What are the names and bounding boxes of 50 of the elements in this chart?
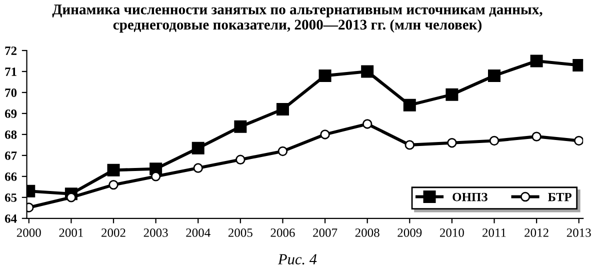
point bbox=[446, 88, 458, 101]
x-tick-label: 2009 bbox=[398, 228, 422, 237]
y-tick-label: 71 bbox=[5, 68, 16, 76]
point bbox=[447, 138, 457, 148]
point bbox=[320, 130, 330, 140]
point bbox=[530, 54, 543, 68]
chart-title: Динамика численности занятых по альтернативным источникам данных, среднегодовые показатели, 2000—2013 гг. (млн человек) bbox=[52, 4, 542, 33]
point bbox=[236, 154, 246, 164]
point bbox=[403, 98, 416, 112]
y-tick-label: 66 bbox=[4, 172, 17, 181]
point bbox=[234, 120, 247, 133]
point bbox=[276, 103, 289, 116]
y-tick-label: 72 bbox=[5, 46, 17, 55]
text: Рис. 4 bbox=[278, 254, 317, 265]
x-tick-label: 2012 bbox=[524, 228, 548, 237]
legend-label: ОНПЗ bbox=[452, 192, 488, 202]
x-tick-label: 2000 bbox=[16, 228, 41, 237]
x-tick-label: 2003 bbox=[144, 228, 168, 237]
point bbox=[150, 172, 161, 182]
legend-label: БТР bbox=[548, 192, 572, 202]
y-tick-label: 70 bbox=[5, 88, 17, 97]
point bbox=[192, 142, 204, 154]
point bbox=[66, 192, 76, 202]
x-tick-label: 2001 bbox=[59, 228, 83, 237]
point bbox=[532, 132, 542, 142]
x-tick-label: 2002 bbox=[102, 228, 126, 237]
point bbox=[404, 140, 415, 150]
x-tick-label: 2011 bbox=[482, 228, 506, 237]
point bbox=[361, 65, 374, 78]
x-tick-label: 2004 bbox=[186, 228, 210, 237]
point bbox=[107, 164, 120, 176]
x-tick-label: 2008 bbox=[355, 228, 380, 237]
point bbox=[362, 119, 372, 129]
point bbox=[108, 180, 118, 190]
point bbox=[574, 136, 584, 146]
y-tick-label: 64 bbox=[4, 214, 17, 223]
y-tick-label: 68 bbox=[4, 130, 17, 139]
x-tick-label: 2006 bbox=[270, 228, 295, 237]
point bbox=[278, 146, 288, 156]
y-tick-label: 67 bbox=[4, 152, 17, 160]
point bbox=[489, 136, 500, 146]
y-tick-label: 69 bbox=[4, 110, 17, 118]
point bbox=[318, 69, 332, 82]
point bbox=[193, 163, 203, 173]
x-tick-label: 2010 bbox=[440, 228, 464, 237]
y-tick-label: 65 bbox=[4, 193, 17, 202]
x-tick-label: 2005 bbox=[228, 228, 252, 237]
x-tick-label: 2007 bbox=[313, 228, 338, 237]
point bbox=[488, 69, 501, 82]
x-tick-label: 2013 bbox=[566, 228, 591, 237]
